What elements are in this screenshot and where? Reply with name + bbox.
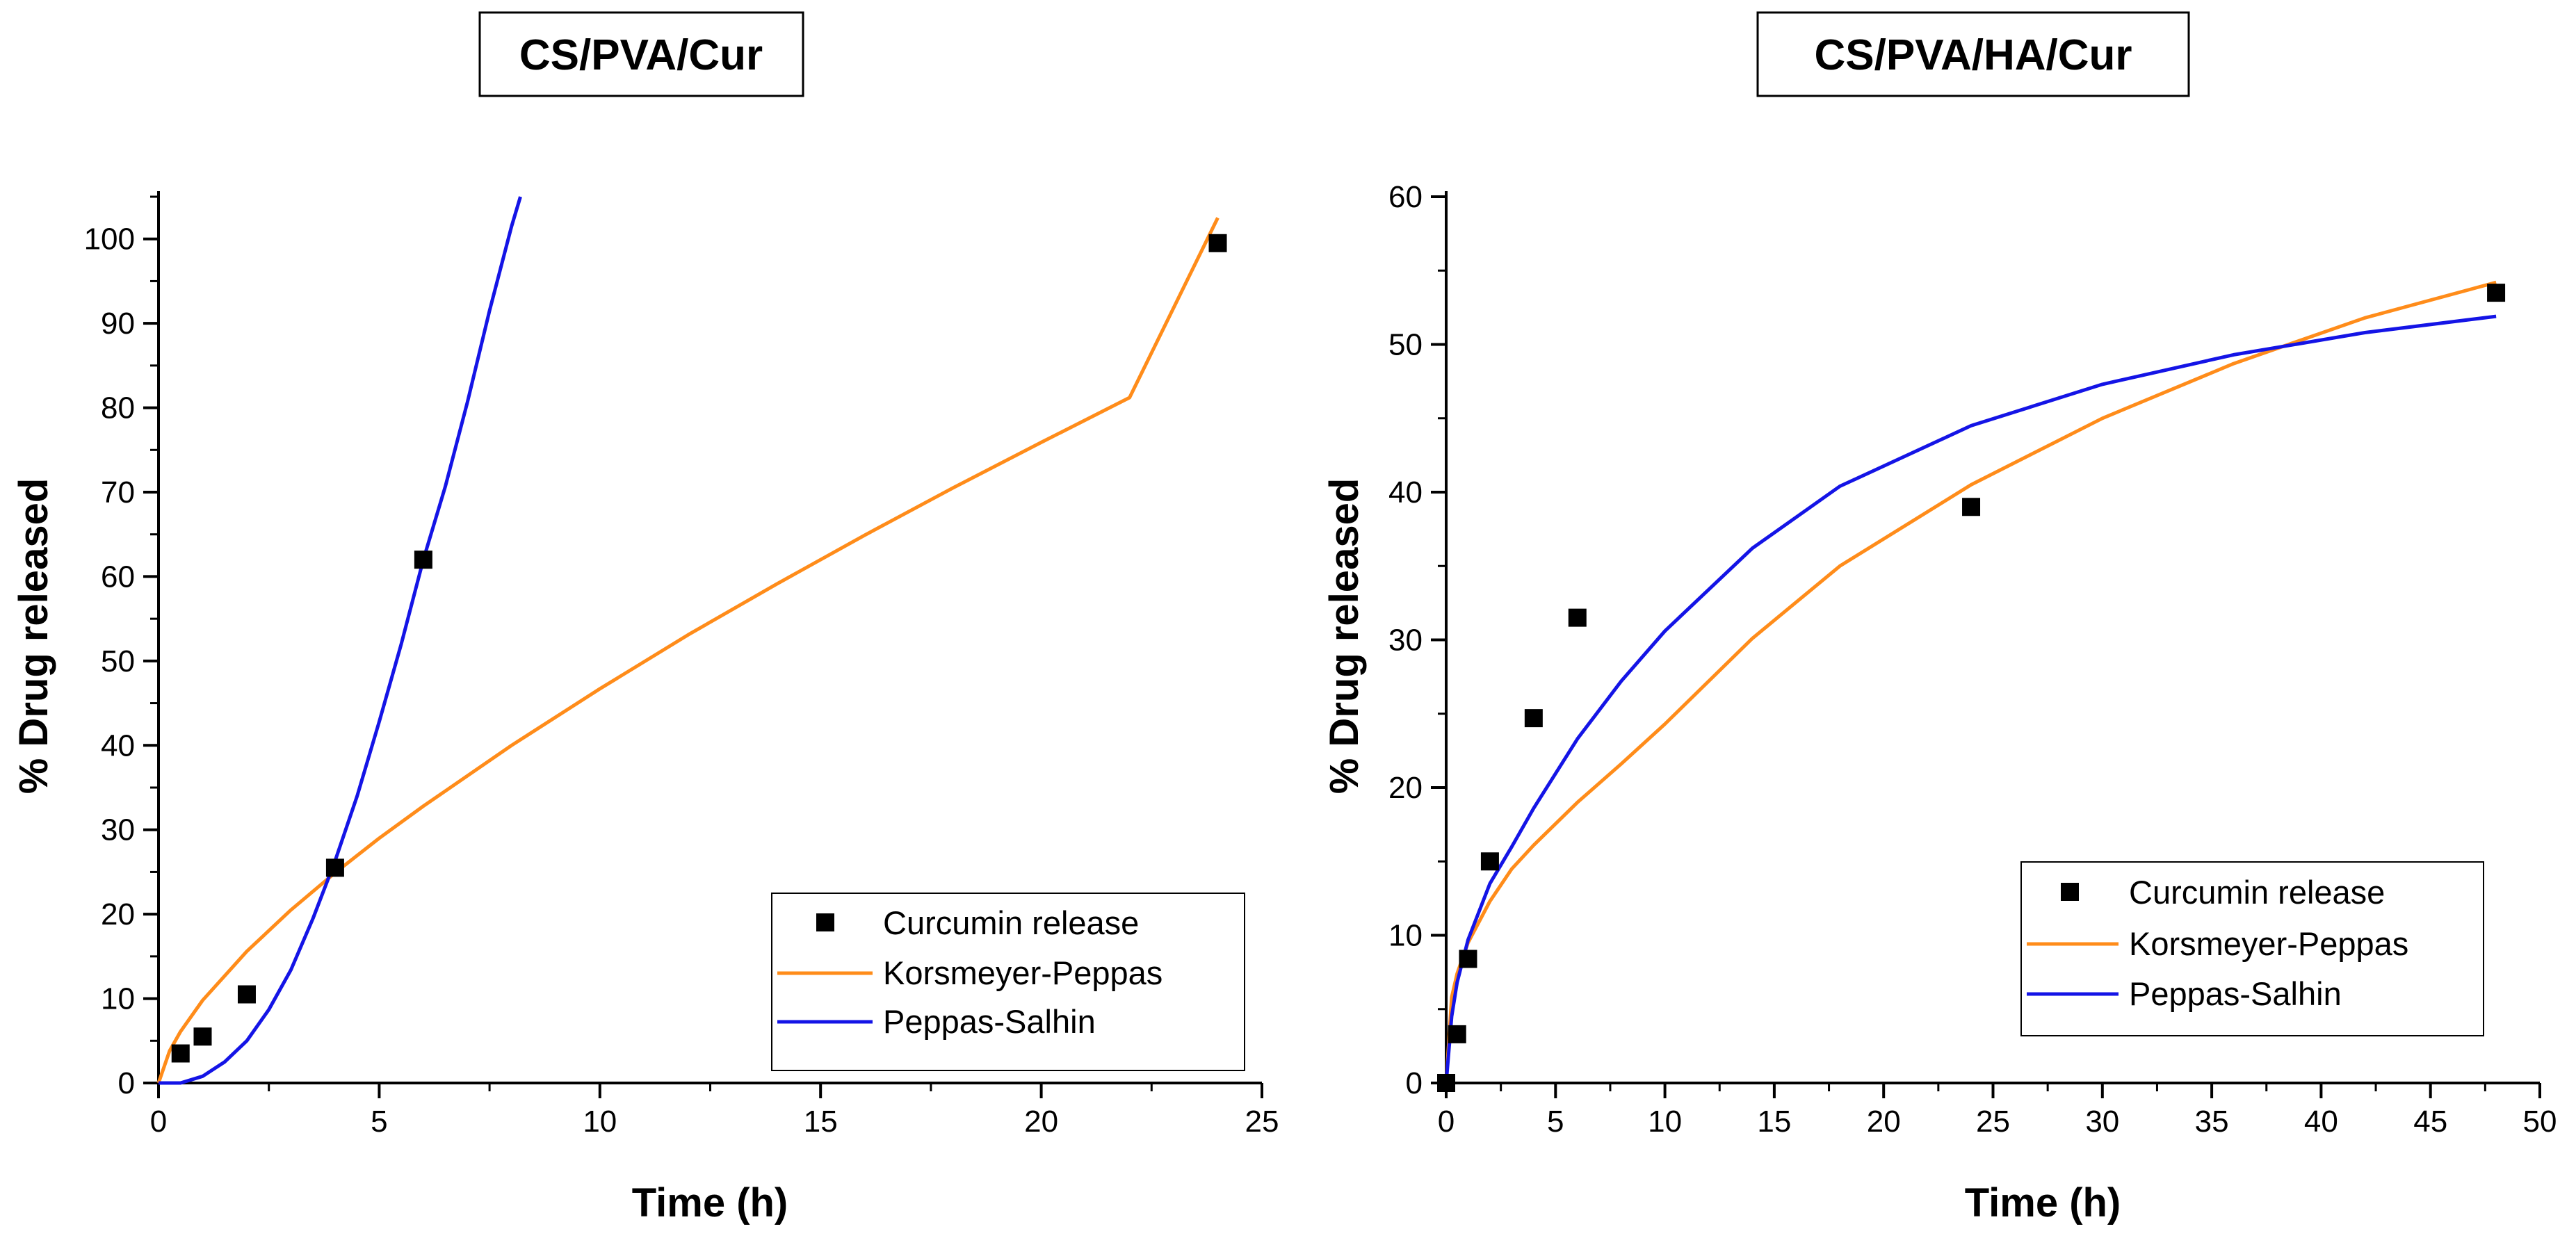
data-point (1437, 1074, 1455, 1092)
y-tick-label: 70 (101, 475, 135, 510)
series-line-korsmeyer-peppas (156, 217, 1220, 1084)
legend-label-curcumin-release: Curcumin release (883, 904, 1139, 941)
x-tick-label: 45 (2413, 1105, 2447, 1139)
data-point (237, 985, 256, 1004)
data-point (2487, 284, 2506, 302)
y-tick-label: 40 (1388, 475, 1423, 510)
y-tick-label: 30 (101, 813, 135, 847)
y-tick-label: 50 (101, 644, 135, 678)
data-point (1524, 709, 1543, 728)
data-point (414, 551, 432, 569)
panel-cs-pva-ha-cur: CS/PVA/HA/Cur 0 5 10 15 20 25 30 35 40 45 50 0 10 20… (1322, 11, 2557, 1225)
legend: Curcumin release Korsmeyer-Peppas Peppas… (771, 893, 1245, 1071)
y-tick-label: 20 (101, 897, 135, 931)
y-tick-label: 100 (84, 222, 135, 256)
x-axis-ticks: 0 5 10 15 20 25 30 35 40 45 50 (1438, 1083, 2557, 1139)
y-tick-label: 50 (1388, 328, 1423, 362)
x-axis-label: Time (h) (632, 1180, 788, 1225)
chart-title: CS/PVA/HA/Cur (1814, 31, 2132, 79)
data-point (1480, 852, 1499, 871)
x-axis-label: Time (h) (1965, 1180, 2121, 1225)
legend-marker-points (2061, 883, 2079, 901)
y-tick-label: 90 (101, 307, 135, 341)
x-tick-label: 10 (583, 1105, 617, 1139)
y-tick-label: 40 (101, 728, 135, 763)
y-tick-label: 10 (1388, 919, 1423, 953)
data-point (1448, 1025, 1466, 1043)
y-tick-label: 80 (101, 391, 135, 425)
legend: Curcumin release Korsmeyer-Peppas Peppas… (2020, 861, 2484, 1036)
panel-cs-pva-cur: CS/PVA/Cur 0 5 10 15 20 25 0 10 20 30 40 50 60 70 80 9… (11, 11, 1279, 1225)
legend-label-korsmeyer-peppas: Korsmeyer-Peppas (2129, 925, 2408, 962)
x-tick-label: 15 (1757, 1105, 1791, 1139)
x-axis-ticks: 0 5 10 15 20 25 (150, 1083, 1279, 1139)
x-tick-label: 40 (2304, 1105, 2338, 1139)
data-point (1208, 234, 1227, 252)
x-tick-label: 50 (2523, 1105, 2557, 1139)
series-line-peppas-salhin (159, 196, 522, 1085)
data-point (1962, 498, 1981, 516)
x-tick-label: 25 (1976, 1105, 2010, 1139)
y-tick-label: 20 (1388, 771, 1423, 805)
chart-title: CS/PVA/Cur (519, 31, 763, 79)
x-tick-label: 5 (1547, 1105, 1564, 1139)
y-axis-label: % Drug released (11, 478, 56, 795)
data-point (193, 1027, 212, 1046)
legend-marker-points (816, 913, 834, 931)
legend-box (771, 893, 1245, 1071)
chart-title-box (478, 11, 804, 97)
x-tick-label: 35 (2195, 1105, 2229, 1139)
y-tick-label: 30 (1388, 624, 1423, 658)
y-tick-label: 60 (1388, 180, 1423, 214)
data-point (171, 1044, 190, 1063)
x-tick-label: 0 (1438, 1105, 1455, 1139)
y-tick-label: 60 (101, 560, 135, 594)
legend-box (2020, 861, 2484, 1036)
x-tick-label: 30 (2085, 1105, 2119, 1139)
y-axis-ticks: 0 10 20 30 40 50 60 70 80 90 100 (84, 195, 159, 1100)
legend-label-peppas-salhin: Peppas-Salhin (2129, 975, 2342, 1012)
y-tick-label: 0 (118, 1066, 135, 1100)
y-axis-ticks: 0 10 20 30 40 50 60 (1388, 180, 1446, 1100)
data-point (1459, 950, 1477, 968)
x-tick-label: 20 (1024, 1105, 1058, 1139)
x-tick-label: 0 (150, 1105, 167, 1139)
x-tick-label: 25 (1245, 1105, 1279, 1139)
y-tick-label: 10 (101, 982, 135, 1016)
y-tick-label: 0 (1406, 1066, 1423, 1100)
data-point (1568, 608, 1587, 627)
legend-label-korsmeyer-peppas: Korsmeyer-Peppas (883, 954, 1163, 991)
plot-series (1437, 280, 2506, 1092)
legend-label-peppas-salhin: Peppas-Salhin (883, 1003, 1096, 1040)
legend-label-curcumin-release: Curcumin release (2129, 874, 2385, 911)
x-tick-label: 20 (1867, 1105, 1901, 1139)
x-tick-label: 10 (1648, 1105, 1682, 1139)
data-point (325, 858, 344, 877)
plot-series (156, 196, 1227, 1085)
chart-title-box (1756, 11, 2190, 97)
x-tick-label: 15 (804, 1105, 838, 1139)
x-tick-label: 5 (371, 1105, 387, 1139)
y-axis-label: % Drug released (1322, 478, 1367, 795)
